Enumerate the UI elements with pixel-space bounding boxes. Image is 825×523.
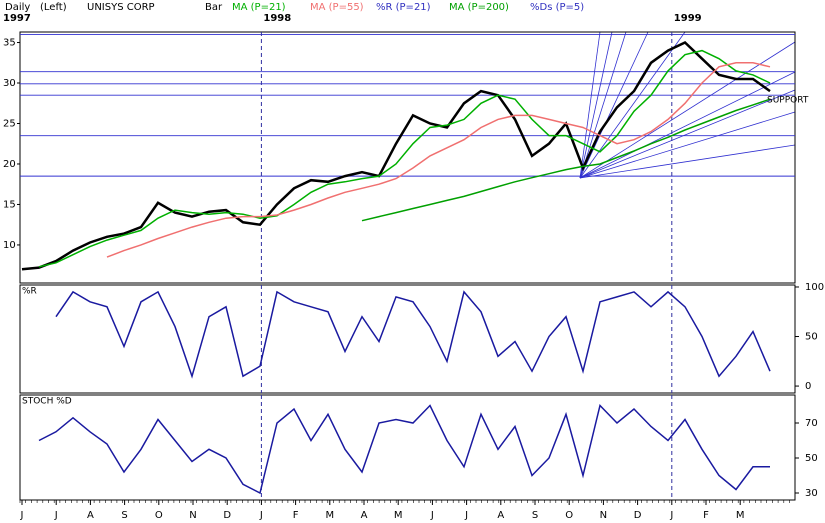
- series-line: [38, 49, 771, 268]
- panel-frame: [19, 394, 796, 501]
- panel-title: %R: [22, 287, 37, 297]
- y-tick-label: 30: [3, 78, 16, 89]
- x-tick-label: S: [532, 510, 538, 521]
- legend-entry: %Ds (P=5): [530, 2, 584, 13]
- series-line: [106, 62, 771, 258]
- y-tick-label: 20: [3, 159, 16, 170]
- series-line: [361, 98, 771, 222]
- year-label: 1999: [674, 13, 702, 24]
- x-tick-label: S: [121, 510, 127, 521]
- x-tick-label: N: [189, 510, 196, 521]
- panel-frame: [19, 284, 796, 394]
- y-tick-label: 50: [805, 332, 818, 343]
- legend-entry: MA (P=200): [449, 2, 509, 13]
- x-tick-label: A: [87, 510, 94, 521]
- legend-entry: %R (P=21): [376, 2, 431, 13]
- x-tick-label: D: [634, 510, 642, 521]
- series-line: [38, 404, 770, 495]
- y-tick-label: 15: [3, 199, 16, 210]
- annotation: SUPPORT: [767, 96, 809, 106]
- panel-frame: [19, 31, 796, 284]
- x-tick-label: M: [736, 510, 745, 521]
- x-tick-label: J: [20, 510, 24, 521]
- y-tick-label: 50: [805, 453, 818, 464]
- x-tick-label: N: [600, 510, 607, 521]
- y-tick-label: 10: [3, 240, 16, 251]
- chart-title: UNISYS CORP: [87, 2, 155, 13]
- y-tick-label: 25: [3, 118, 16, 129]
- period: Daily: [5, 2, 30, 13]
- x-tick-label: J: [464, 510, 468, 521]
- x-tick-label: F: [293, 510, 299, 521]
- x-tick-label: O: [155, 510, 163, 521]
- year-label: 1997: [3, 13, 31, 24]
- x-tick-label: O: [565, 510, 573, 521]
- x-tick-label: F: [703, 510, 709, 521]
- series-line: [21, 41, 771, 271]
- legend-entry: MA (P=55): [310, 2, 364, 13]
- legend-entry: MA (P=21): [232, 2, 286, 13]
- y-tick-label: 30: [805, 488, 818, 499]
- series-line: [55, 290, 771, 379]
- x-tick-label: J: [430, 510, 434, 521]
- x-tick-label: D: [223, 510, 231, 521]
- y-tick-label: 100: [805, 282, 824, 293]
- legend-entry: Bar: [205, 2, 223, 13]
- x-tick-label: A: [497, 510, 504, 521]
- axis-side: (Left): [40, 2, 67, 13]
- x-tick-label: M: [325, 510, 334, 521]
- y-tick-label: 35: [3, 38, 16, 49]
- y-tick-label: 70: [805, 418, 818, 429]
- fan-lines: [579, 31, 796, 179]
- x-tick-label: M: [394, 510, 403, 521]
- x-tick-label: J: [669, 510, 673, 521]
- year-label: 1998: [263, 13, 291, 24]
- x-tick-label: J: [54, 510, 58, 521]
- y-tick-label: 0: [805, 381, 811, 392]
- x-tick-label: A: [361, 510, 368, 521]
- panel-title: STOCH %D: [22, 397, 72, 407]
- x-tick-label: J: [259, 510, 263, 521]
